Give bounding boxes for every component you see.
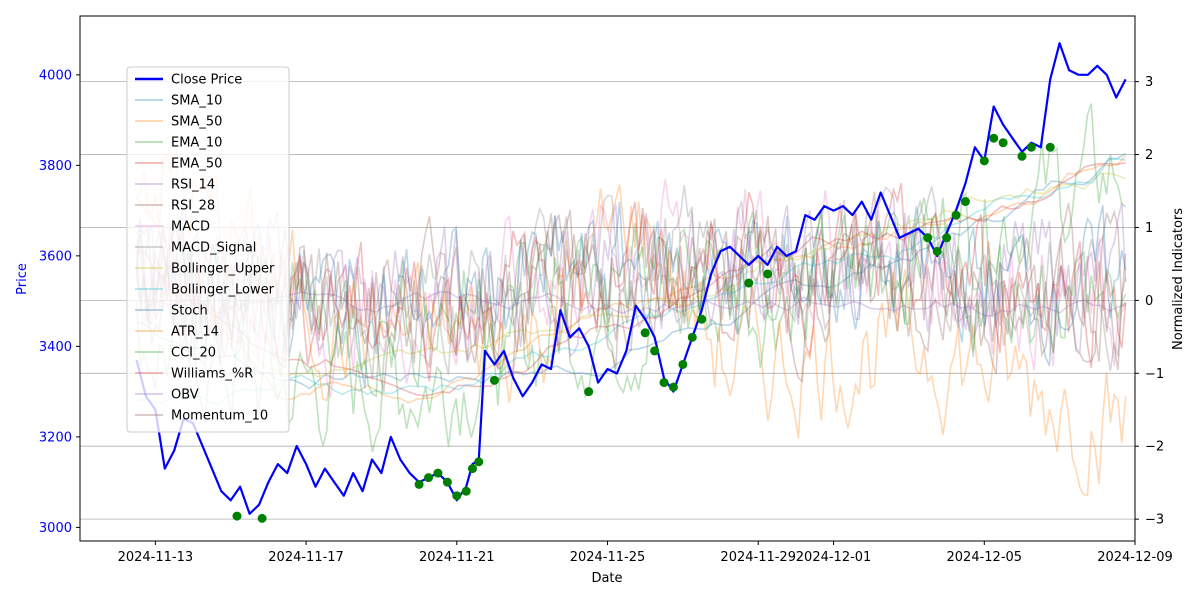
indicator-line-momentum-10	[135, 202, 1127, 392]
x-tick-label: 2024-12-01	[796, 550, 872, 565]
signal-point	[232, 511, 242, 521]
x-tick-label: 2024-11-29	[720, 550, 796, 565]
signal-point	[932, 246, 942, 256]
y-right-tick-label: 1	[1145, 221, 1153, 236]
y-right-tick-label: 2	[1145, 148, 1153, 163]
signal-point	[489, 375, 499, 385]
legend-label: MACD_Signal	[171, 241, 256, 256]
indicator-line-atr-14	[135, 152, 1127, 497]
legend-label: Bollinger_Lower	[171, 283, 275, 298]
signal-point	[942, 233, 952, 243]
legend-label: SMA_10	[171, 94, 222, 109]
legend-label: EMA_10	[171, 136, 222, 151]
legend-label: Bollinger_Upper	[171, 262, 275, 277]
signal-point	[433, 468, 443, 478]
signal-point	[697, 314, 707, 324]
indicator-series	[135, 103, 1127, 497]
signal-point	[687, 332, 697, 342]
signal-point	[474, 457, 484, 467]
signal-point	[257, 513, 267, 523]
signal-point	[951, 210, 961, 220]
signal-point	[668, 382, 678, 392]
legend-label: EMA_50	[171, 157, 222, 172]
x-axis-label: Date	[591, 571, 622, 586]
signal-point	[1017, 151, 1027, 161]
signal-point	[998, 138, 1008, 148]
signal-point	[1045, 142, 1055, 152]
signal-point	[989, 133, 999, 143]
indicator-line-sma-10	[136, 152, 1127, 390]
x-tick-label: 2024-12-09	[1097, 550, 1173, 565]
y-axis-left-label: Price	[15, 263, 30, 295]
y-right-tick-label: −3	[1145, 513, 1164, 528]
y-axis-right: −3 −2 −1 0 1 2 3	[1135, 75, 1164, 528]
indicator-line-williams-r	[135, 182, 1127, 382]
signal-point	[763, 269, 773, 279]
indicator-line-macd	[135, 178, 1127, 398]
legend-label: Williams_%R	[171, 367, 253, 382]
x-axis: 2024-11-13 2024-11-17 2024-11-21 2024-11-25…	[118, 541, 1173, 565]
y-right-tick-label: 3	[1145, 75, 1153, 90]
x-tick-label: 2024-11-17	[268, 550, 344, 565]
x-tick-label: 2024-11-25	[570, 550, 646, 565]
legend-label: ATR_14	[171, 325, 219, 340]
y-left-tick-label: 3400	[39, 340, 72, 355]
legend-label: Momentum_10	[171, 409, 268, 424]
y-left-tick-label: 3000	[39, 521, 72, 536]
x-tick-label: 2024-11-13	[118, 550, 194, 565]
legend-box	[126, 66, 290, 433]
indicator-line-rsi-14	[135, 186, 1127, 363]
signal-point	[744, 278, 754, 288]
legend-label: OBV	[171, 388, 199, 403]
legend-label: MACD	[171, 220, 210, 235]
legend-label: Stoch	[171, 304, 208, 319]
legend-label: Close Price	[171, 73, 242, 88]
y-axis-right-label: Normalized Indicators	[1171, 208, 1186, 350]
signal-point	[452, 491, 462, 501]
y-left-tick-label: 4000	[39, 68, 72, 83]
legend: Close Price SMA_10 SMA_50 EMA_10 EMA_50 RSI_1…	[126, 66, 290, 433]
y-right-tick-label: −2	[1145, 440, 1164, 455]
price-series	[135, 42, 1127, 515]
y-right-tick-label: −1	[1145, 367, 1164, 382]
signal-point	[1026, 142, 1036, 152]
y-left-tick-label: 3200	[39, 430, 72, 445]
signal-point	[678, 359, 688, 369]
indicator-line-bollinger-lower	[136, 158, 1126, 405]
signal-point	[640, 328, 650, 338]
signal-point	[659, 378, 669, 388]
legend-label: SMA_50	[171, 115, 222, 130]
signal-markers	[232, 133, 1055, 523]
signal-point	[979, 156, 989, 166]
x-tick-label: 2024-11-21	[419, 550, 495, 565]
legend-label: CCI_20	[171, 346, 216, 361]
legend-label: RSI_28	[171, 199, 215, 214]
y-left-tick-label: 3800	[39, 159, 72, 174]
signal-point	[467, 464, 477, 474]
indicator-line-ema-10	[135, 103, 1127, 453]
legend-label: RSI_14	[171, 178, 215, 193]
signal-point	[442, 477, 452, 487]
y-right-tick-label: 0	[1145, 294, 1153, 309]
close-price-line	[135, 42, 1127, 515]
indicator-line-cci-20	[135, 197, 1127, 398]
signal-point	[461, 486, 471, 496]
indicator-line-rsi-28	[135, 191, 1127, 375]
signal-point	[960, 197, 970, 207]
y-axis-left: 3000 3200 3400 3600 3800 4000	[39, 68, 80, 536]
signal-point	[923, 233, 933, 243]
signal-point	[584, 387, 594, 397]
x-tick-label: 2024-12-05	[947, 550, 1023, 565]
signal-point	[424, 473, 434, 483]
indicator-line-macd-signal	[135, 184, 1127, 380]
indicator-line-obv	[136, 290, 1126, 317]
indicator-line-bollinger-upper	[135, 172, 1126, 378]
signal-point	[650, 346, 660, 356]
indicator-line-stoch	[135, 201, 1127, 389]
indicator-line-sma-50	[135, 155, 1127, 404]
signal-point	[414, 479, 424, 489]
y-left-tick-label: 3600	[39, 249, 72, 264]
